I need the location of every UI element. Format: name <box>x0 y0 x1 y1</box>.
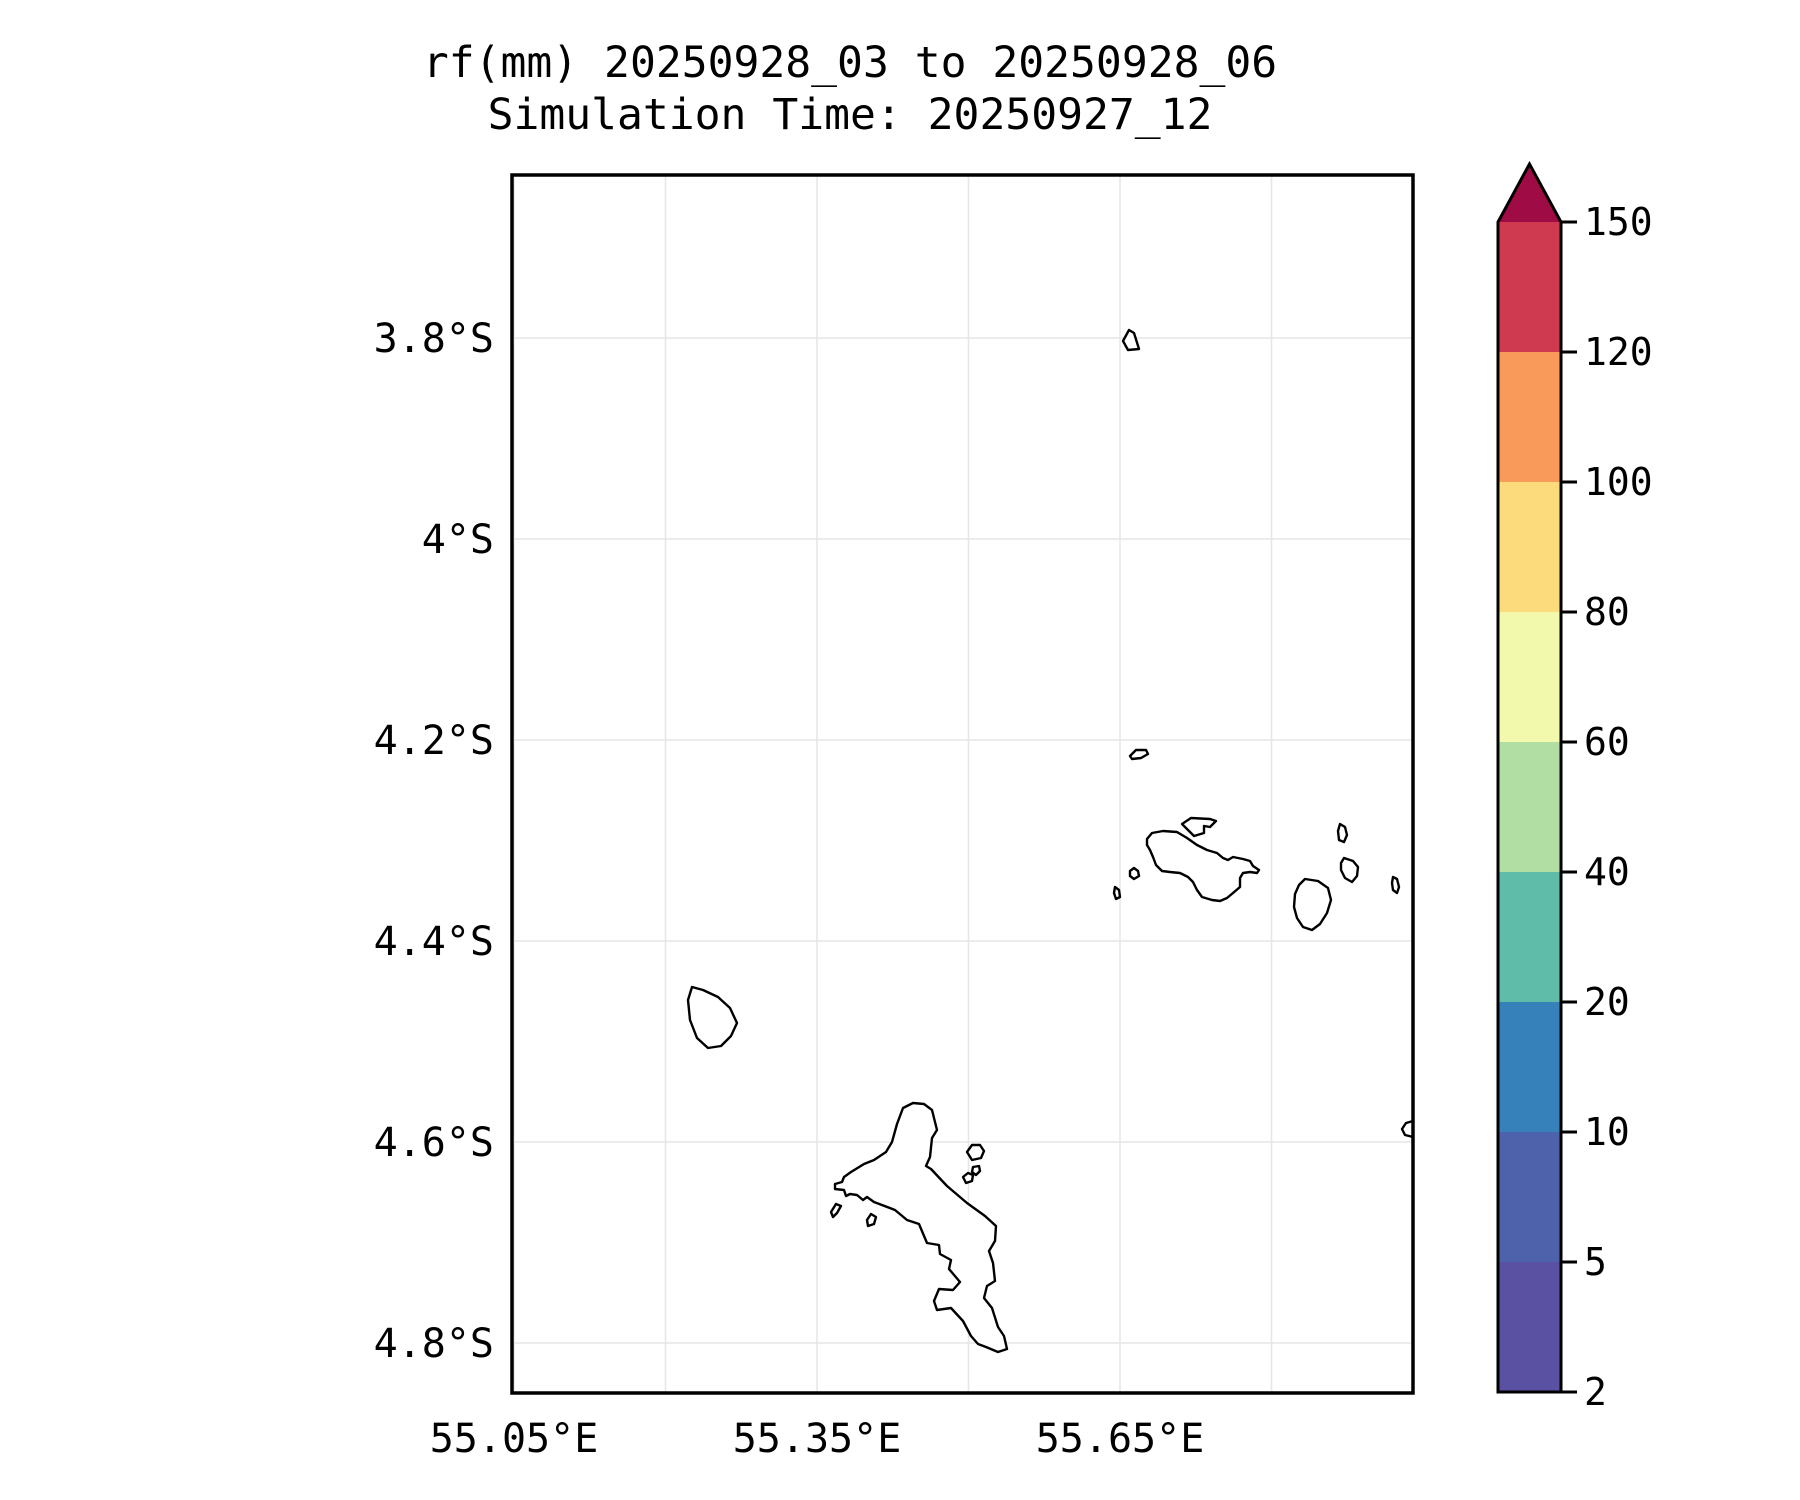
y-tick-label: 4.6°S <box>374 1120 494 1166</box>
figure-subtitle: Simulation Time: 20250927_12 <box>487 90 1213 140</box>
x-tick-label: 55.05°E <box>430 1416 599 1462</box>
colorbar-tick-label: 40 <box>1584 850 1630 894</box>
colorbar-tick-label: 120 <box>1584 330 1653 374</box>
island-outline-islet-conception <box>865 1212 878 1228</box>
island-outline-islet-long <box>961 1171 975 1185</box>
colorbar-tick-label: 100 <box>1584 460 1653 504</box>
island-outline-la-digue <box>1292 877 1333 932</box>
coastlines-layer <box>686 328 1413 1354</box>
island-outline-islet-felicite <box>1339 856 1360 884</box>
island-outline-praslin-north-fragment <box>1180 816 1218 838</box>
colorbar-band-20-40 <box>1498 872 1561 1002</box>
colorbar-band-10-20 <box>1498 1002 1561 1132</box>
y-tick-label: 4.8°S <box>374 1321 494 1367</box>
colorbar: 2 5 10 20 40 60 80 100 120 150 <box>1496 160 1653 1414</box>
island-outline-islet-therese <box>829 1202 843 1219</box>
colorbar-over-arrow <box>1498 164 1561 222</box>
y-tick-label: 4.4°S <box>374 919 494 965</box>
x-tick-label: 55.65°E <box>1036 1416 1205 1462</box>
island-outline-mahe <box>833 1101 1009 1354</box>
colorbar-band-80-100 <box>1498 482 1561 612</box>
y-tick-label: 4°S <box>422 517 494 563</box>
colorbar-tick-label: 150 <box>1584 200 1653 244</box>
island-outline-islet-west-of-praslin <box>1128 866 1141 881</box>
figure-title: rf(mm) 20250928_03 to 20250928_06 <box>422 38 1278 88</box>
colorbar-outline <box>1496 160 1563 1394</box>
island-outline-islet-petite-soeur <box>1336 822 1349 844</box>
colorbar-band-100-120 <box>1498 352 1561 482</box>
island-outline-islet-ste-anne <box>965 1143 986 1162</box>
colorbar-band-5-10 <box>1498 1132 1561 1262</box>
island-outline-islet-marianne <box>1390 875 1401 895</box>
map-area-background <box>512 175 1413 1393</box>
y-tick-label: 4.2°S <box>374 718 494 764</box>
island-outline-silhouette <box>686 985 739 1050</box>
island-outline-islet-north-aride <box>1121 328 1141 352</box>
island-outline-praslin-main <box>1145 829 1261 903</box>
colorbar-band-40-60 <box>1498 742 1561 872</box>
island-outline-islet-curieuse <box>1128 748 1150 761</box>
colorbar-tick-label: 2 <box>1584 1370 1607 1414</box>
colorbar-tick-label: 20 <box>1584 980 1630 1024</box>
colorbar-band-60-80 <box>1498 612 1561 742</box>
island-outline-islet-southwest-of-praslin <box>1112 885 1122 901</box>
axes-spine <box>510 173 1415 1395</box>
island-outline-islet-fregate-clipped-at-edge <box>1400 1119 1413 1139</box>
colorbar-tick-label: 60 <box>1584 720 1630 764</box>
plot-frame <box>510 173 1415 1395</box>
colorbar-band-120-150 <box>1498 222 1561 352</box>
colorbar-tick-label: 10 <box>1584 1110 1630 1154</box>
island-outline-islet-cerf <box>970 1164 982 1177</box>
colorbar-tick-label: 80 <box>1584 590 1630 634</box>
colorbar-band-2-5 <box>1498 1262 1561 1392</box>
y-axis-tick-labels: 3.8°S 4°S 4.2°S 4.4°S 4.6°S 4.8°S <box>374 316 494 1367</box>
gridlines-layer <box>512 175 1413 1393</box>
x-tick-label: 55.35°E <box>733 1416 902 1462</box>
x-axis-tick-labels: 55.05°E 55.35°E 55.65°E <box>430 1416 1205 1462</box>
y-tick-label: 3.8°S <box>374 316 494 362</box>
colorbar-tick-label: 5 <box>1584 1240 1607 1284</box>
